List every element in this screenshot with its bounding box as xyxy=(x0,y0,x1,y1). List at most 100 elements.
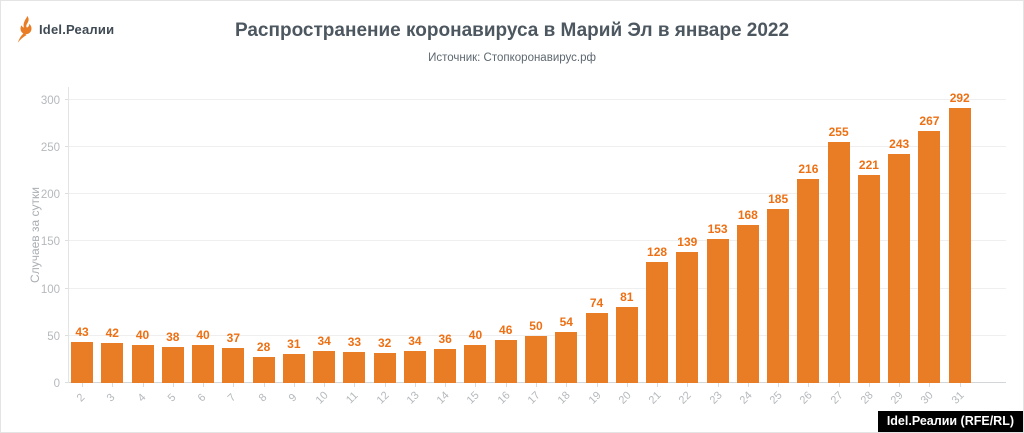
x-tick-mark xyxy=(778,383,780,387)
y-tick-label: 250 xyxy=(40,142,60,154)
bar-value-label: 153 xyxy=(707,221,728,236)
x-tick-label: 19 xyxy=(586,389,604,407)
bar-value-label: 46 xyxy=(499,322,513,337)
x-tick-label: 27 xyxy=(828,389,846,407)
x-tick-mark xyxy=(566,383,568,387)
torch-icon xyxy=(17,16,34,43)
bar-day-6: 40 6 xyxy=(192,328,215,404)
x-tick-mark xyxy=(657,383,659,387)
bar-day-4: 40 4 xyxy=(131,328,154,404)
bar-day-10: 34 10 xyxy=(313,334,336,407)
x-tick-label: 24 xyxy=(737,389,755,407)
bar-value-label: 267 xyxy=(919,114,940,129)
bar-day-25: 185 25 xyxy=(767,192,790,407)
x-tick-mark xyxy=(233,383,235,387)
bar-day-18: 54 18 xyxy=(555,315,578,407)
gridline-50 xyxy=(69,335,1006,336)
x-tick-label: 12 xyxy=(374,389,392,407)
x-tick-label: 22 xyxy=(676,389,695,407)
bar-value-label: 185 xyxy=(768,191,789,206)
bar-value-label: 221 xyxy=(858,157,879,172)
bar-day-23: 153 23 xyxy=(706,222,729,407)
bar-day-7: 37 7 xyxy=(222,331,245,404)
bar-value-label: 34 xyxy=(317,333,331,348)
bar-day-20: 81 20 xyxy=(615,290,638,407)
y-tick-label: 0 xyxy=(53,378,60,390)
y-tick-label: 200 xyxy=(40,189,60,201)
bar-value-label: 34 xyxy=(408,333,422,348)
x-tick-mark xyxy=(82,383,83,387)
bar-day-11: 33 11 xyxy=(343,335,366,406)
x-tick-mark xyxy=(475,383,477,387)
bar-value-label: 37 xyxy=(226,331,241,346)
x-tick-label: 5 xyxy=(165,391,179,405)
x-tick-mark xyxy=(808,383,810,387)
bar-value-label: 81 xyxy=(620,289,634,304)
x-tick-mark xyxy=(112,383,114,387)
bar-day-9: 31 9 xyxy=(282,337,305,404)
y-tick-label: 100 xyxy=(40,284,60,296)
x-tick-label: 18 xyxy=(555,389,573,407)
bar-day-24: 168 24 xyxy=(736,208,759,407)
bar-day-28: 221 28 xyxy=(857,158,880,407)
x-tick-label: 2 xyxy=(74,391,88,405)
bar-value-label: 243 xyxy=(889,136,910,151)
bar-day-8: 28 8 xyxy=(252,340,275,404)
bar-value-label: 292 xyxy=(949,90,970,105)
x-tick-label: 20 xyxy=(616,389,634,407)
x-tick-label: 16 xyxy=(495,389,513,407)
x-tick-mark xyxy=(384,383,386,387)
bar-day-2: 43 2 xyxy=(71,325,93,404)
bar-value-label: 40 xyxy=(135,328,150,343)
bar-day-5: 38 5 xyxy=(161,330,184,404)
gridline-100 xyxy=(69,288,1006,289)
x-tick-mark xyxy=(868,383,870,387)
gridline-300 xyxy=(69,99,1006,100)
bar-day-30: 267 30 xyxy=(918,114,941,407)
bar-day-15: 40 15 xyxy=(464,328,487,407)
bar-day-16: 46 16 xyxy=(494,323,517,407)
bar-day-17: 50 17 xyxy=(524,319,547,407)
x-tick-label: 14 xyxy=(434,389,452,407)
x-tick-mark xyxy=(929,383,931,387)
bar-value-label: 38 xyxy=(166,330,180,345)
bar-value-label: 40 xyxy=(468,328,483,343)
x-tick-label: 26 xyxy=(797,389,816,407)
bar-value-label: 74 xyxy=(589,296,604,311)
bar-day-19: 74 19 xyxy=(585,296,608,407)
x-tick-mark xyxy=(626,383,628,387)
y-tick-mark xyxy=(65,240,69,241)
y-tick-mark xyxy=(65,146,69,147)
x-tick-label: 10 xyxy=(313,389,331,407)
source-badge: Idel.Реалии (RFE/RL) xyxy=(877,411,1023,432)
bar-value-label: 33 xyxy=(347,334,362,349)
bar-day-14: 36 14 xyxy=(434,332,457,407)
x-tick-mark xyxy=(172,383,174,387)
x-tick-label: 21 xyxy=(646,389,664,407)
bar-day-26: 216 26 xyxy=(797,162,820,407)
chart-title: Распространение коронавируса в Марий Эл … xyxy=(234,20,790,41)
x-tick-mark xyxy=(142,383,144,387)
x-tick-label: 28 xyxy=(858,389,876,407)
x-tick-label: 25 xyxy=(767,389,785,407)
bar-value-label: 50 xyxy=(529,318,543,333)
x-tick-label: 29 xyxy=(888,389,906,407)
y-tick-mark xyxy=(65,288,69,289)
gridline-200 xyxy=(69,193,1006,194)
x-tick-mark xyxy=(505,383,507,387)
x-tick-mark xyxy=(293,383,295,387)
gridline-150 xyxy=(69,240,1006,241)
y-tick-mark xyxy=(65,335,69,336)
x-tick-mark xyxy=(687,383,689,387)
bar-day-13: 34 13 xyxy=(403,334,426,407)
bar-day-12: 32 12 xyxy=(373,336,396,407)
x-tick-mark xyxy=(596,383,598,387)
x-tick-label: 13 xyxy=(404,389,422,407)
y-tick-mark xyxy=(65,193,69,194)
plot-area: 0 50 100 150 200 250 300 43 2 42 3 40 4 38 5 40 6 37 7 28 8… xyxy=(41,87,1006,407)
bar-value-label: 32 xyxy=(377,335,392,350)
bar-value-label: 255 xyxy=(828,125,849,140)
bar-value-label: 216 xyxy=(798,162,819,177)
x-tick-label: 30 xyxy=(919,389,937,407)
logo: Idel.Реалии xyxy=(17,16,114,43)
